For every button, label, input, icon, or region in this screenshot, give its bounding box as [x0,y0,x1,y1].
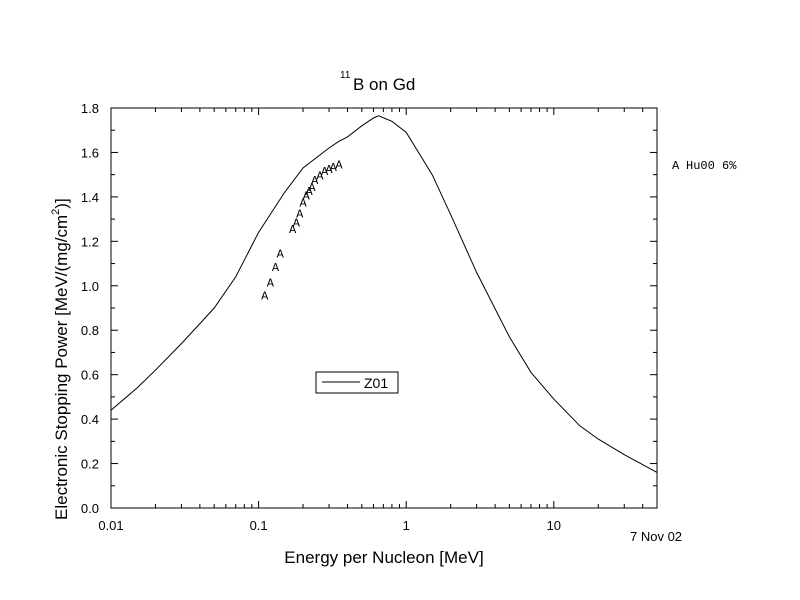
plot-frame [110,107,658,509]
axis-ticks [110,107,658,509]
y-tick-label: 0.6 [81,368,99,383]
data-point-marker: A [311,174,319,188]
y-axis-label: Electronic Stopping Power [MeV/(mg/cm2)] [50,198,71,520]
chart-title: B on Gd [353,75,415,94]
x-tick-label: 0.01 [98,518,123,533]
y-axis-label-end: )] [52,198,71,208]
data-point-marker: A [293,216,301,230]
data-point-marker: A [321,165,329,179]
tick-labels: 0.01 0.1 1 10 0.0 0.2 0.4 0.6 0.8 1.0 1.2 1.4 1.6 1.8 [81,101,561,533]
data-point-marker: A [299,196,307,210]
date-footnote: 7 Nov 02 [630,529,682,544]
data-point-marker: A [335,159,343,173]
data-point-marker: A [296,207,304,221]
y-tick-label: 0.0 [81,501,99,516]
legend-outside: A Hu00 6% [672,159,737,173]
y-tick-label: 1.0 [81,279,99,294]
x-tick-label: 0.1 [250,518,268,533]
x-tick-label: 1 [403,518,410,533]
data-point-marker: A [330,161,338,175]
y-tick-label: 1.6 [81,145,99,160]
x-tick-label: 10 [547,518,561,533]
y-tick-label: 1.4 [81,190,99,205]
legend-label-z01: Z01 [364,375,388,391]
y-tick-label: 1.2 [81,234,99,249]
y-tick-label: 0.2 [81,457,99,472]
data-point-marker: A [306,185,314,199]
y-tick-label: 1.8 [81,101,99,116]
series-line-z01 [110,115,658,473]
data-point-marker: A [272,261,280,275]
data-point-marker: A [261,290,269,304]
data-point-marker: A [316,170,324,184]
data-point-marker: A [267,276,275,290]
legend-marker-a: A [672,159,680,173]
data-point-marker: A [277,247,285,261]
y-axis-label-sup: 2 [50,209,62,215]
y-tick-label: 0.8 [81,323,99,338]
y-tick-label: 0.4 [81,412,99,427]
data-point-marker: A [303,190,311,204]
data-point-marker: A [325,163,333,177]
legend-label-hu00: Hu00 6% [686,159,737,173]
data-point-marker: A [289,223,297,237]
title-superscript: 11 [340,70,351,81]
legend-inside: Z01 [315,371,399,394]
x-axis-label: Energy per Nucleon [MeV] [284,548,483,567]
svg-text:Electronic Stopping Power [MeV: Electronic Stopping Power [MeV/(mg/cm2)] [50,198,71,520]
data-point-marker: A [308,181,316,195]
y-axis-label-main: Electronic Stopping Power [MeV/(mg/cm [52,215,71,520]
